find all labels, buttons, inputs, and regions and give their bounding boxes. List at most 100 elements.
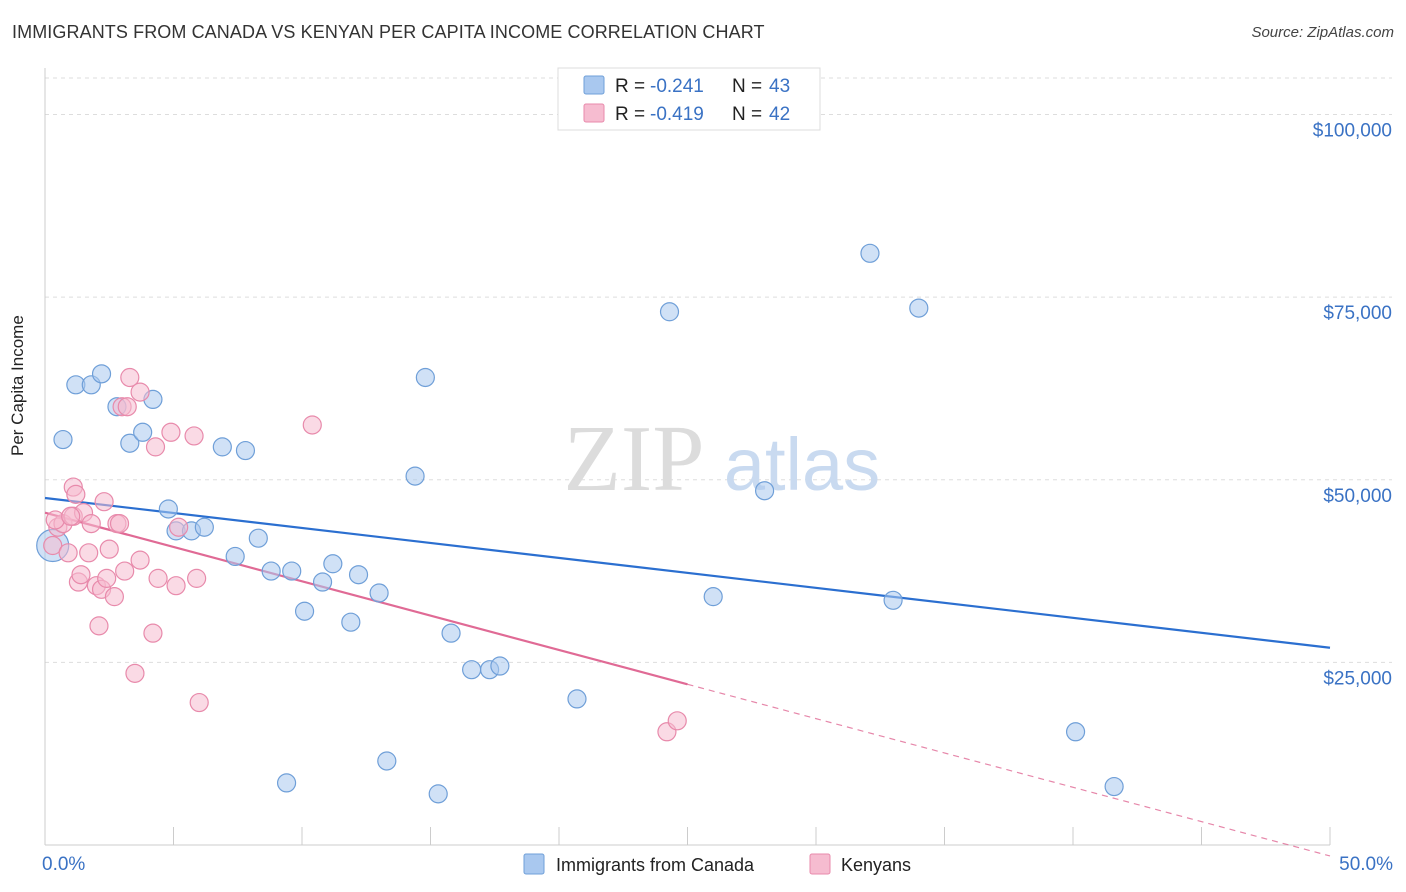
- point-kenyans-36: [189, 692, 209, 713]
- point-canada-23: [341, 612, 361, 632]
- point-canada-26: [377, 751, 397, 771]
- point-canada-1: [53, 429, 73, 450]
- point-canada-16: [248, 528, 268, 548]
- point-kenyans-31: [161, 422, 181, 442]
- point-kenyans-29: [145, 437, 166, 457]
- point-kenyans-22: [115, 561, 135, 581]
- point-canada-28: [415, 367, 435, 388]
- point-canada-36: [703, 587, 723, 607]
- point-canada-12: [194, 517, 214, 537]
- bottom-legend-swatch-canada: [523, 853, 545, 875]
- point-canada-4: [91, 364, 112, 384]
- legend-swatch-canada: [583, 75, 605, 95]
- point-canada-6: [120, 433, 140, 453]
- x-tick-label-1: 50.0%: [1339, 854, 1393, 875]
- legend-r-label-kenyans: R =: [615, 104, 645, 125]
- point-kenyans-26: [130, 382, 150, 402]
- legend-r-value-kenyans: -0.419: [650, 104, 704, 125]
- point-kenyans-20: [109, 513, 130, 534]
- point-canada-20: [294, 601, 315, 621]
- point-kenyans-37: [302, 415, 322, 435]
- point-canada-34: [567, 689, 587, 709]
- bottom-legend-label-canada: Immigrants from Canada: [556, 855, 755, 875]
- y-tick-label-1: $50,000: [1323, 486, 1392, 507]
- data-points: [36, 243, 1124, 804]
- point-canada-41: [1065, 722, 1086, 742]
- point-canada-14: [225, 546, 245, 567]
- point-canada-18: [276, 773, 297, 793]
- point-canada-15: [235, 440, 256, 461]
- point-canada-7: [133, 422, 153, 442]
- point-kenyans-15: [94, 492, 114, 512]
- y-tick-label-2: $75,000: [1323, 303, 1392, 324]
- point-kenyans-30: [148, 568, 168, 588]
- legend-swatch-kenyans: [583, 103, 605, 123]
- point-kenyans-34: [184, 426, 204, 446]
- point-canada-13: [212, 437, 232, 457]
- point-canada-35: [659, 302, 680, 322]
- point-canada-9: [158, 499, 178, 519]
- watermark-atlas: atlas: [724, 423, 880, 506]
- watermark: ZIP atlas: [564, 407, 881, 511]
- point-kenyans-35: [187, 568, 207, 588]
- source-credit: Source: ZipAtlas.com: [1251, 24, 1394, 41]
- trend-line-1: [44, 511, 688, 686]
- axes: [44, 68, 1331, 846]
- point-canada-17: [261, 561, 281, 581]
- legend-n-label-kenyans: N =: [732, 104, 762, 125]
- tick-labels: $25,000 $50,000 $75,000 $100,000 0.0% 50.0%: [42, 121, 1393, 875]
- point-canada-21: [312, 572, 333, 592]
- point-canada-42: [1104, 776, 1124, 797]
- legend-r-label-canada: R =: [615, 76, 645, 97]
- point-kenyans-41: [61, 506, 81, 526]
- point-kenyans-32: [166, 576, 186, 596]
- point-kenyans-24: [120, 367, 140, 388]
- watermark-zip: ZIP: [564, 407, 705, 511]
- trend-lines: [44, 496, 1331, 857]
- point-canada-40: [909, 298, 929, 318]
- legend-n-value-canada: 43: [769, 76, 790, 97]
- point-kenyans-3: [58, 543, 78, 563]
- point-canada-30: [441, 623, 461, 643]
- point-kenyans-18: [104, 587, 124, 607]
- bottom-legend-label-kenyans: Kenyans: [841, 855, 911, 875]
- point-canada-24: [348, 565, 369, 585]
- point-kenyans-0: [43, 535, 63, 556]
- point-kenyans-10: [79, 543, 99, 563]
- x-tick-label-0: 0.0%: [42, 854, 85, 875]
- point-kenyans-11: [81, 513, 101, 534]
- point-canada-25: [369, 583, 389, 603]
- point-canada-39: [883, 590, 903, 610]
- point-kenyans-25: [125, 663, 145, 683]
- trend-line-0: [44, 496, 1331, 649]
- point-kenyans-27: [130, 550, 150, 570]
- legend-n-label-canada: N =: [732, 76, 762, 97]
- trend-extension-1: [687, 683, 1331, 857]
- point-canada-38: [860, 243, 880, 263]
- point-canada-31: [462, 660, 482, 680]
- point-kenyans-39: [667, 711, 687, 731]
- legend-n-value-kenyans: 42: [769, 104, 790, 125]
- point-canada-33: [490, 656, 510, 676]
- point-kenyans-23: [117, 397, 137, 417]
- point-canada-37: [754, 481, 775, 501]
- point-kenyans-17: [99, 539, 119, 559]
- point-canada-27: [405, 466, 425, 486]
- point-kenyans-33: [169, 517, 189, 537]
- point-kenyans-8: [71, 565, 91, 585]
- bottom-legend-swatch-kenyans: [809, 853, 831, 875]
- point-canada-22: [323, 554, 343, 574]
- top-legend: R = -0.241 N = 43 R = -0.419 N = 42: [557, 67, 821, 131]
- y-tick-label-3: $100,000: [1313, 121, 1392, 142]
- point-kenyans-6: [66, 484, 86, 504]
- chart-title: IMMIGRANTS FROM CANADA VS KENYAN PER CAP…: [12, 22, 765, 42]
- bottom-legend: Immigrants from Canada Kenyans: [523, 853, 911, 875]
- point-kenyans-28: [143, 623, 163, 643]
- grid-lines: [45, 77, 1392, 663]
- legend-r-value-canada: -0.241: [650, 76, 704, 97]
- point-canada-19: [282, 561, 302, 581]
- point-kenyans-16: [97, 568, 117, 588]
- y-tick-label-0: $25,000: [1323, 668, 1392, 689]
- point-kenyans-13: [89, 616, 109, 636]
- point-canada-29: [428, 784, 448, 804]
